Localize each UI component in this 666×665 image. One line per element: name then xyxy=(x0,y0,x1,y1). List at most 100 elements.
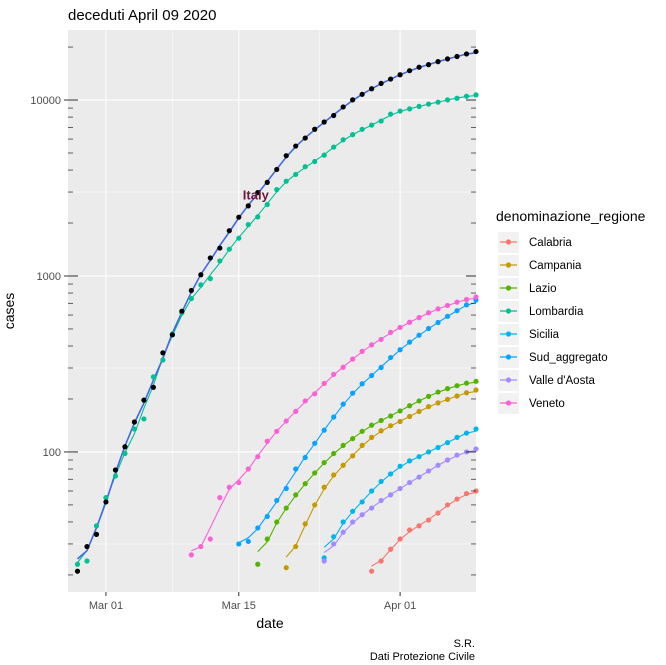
data-point xyxy=(406,403,413,409)
data-point xyxy=(435,400,441,406)
data-point xyxy=(425,101,432,107)
data-point xyxy=(274,187,280,193)
data-point xyxy=(444,502,451,508)
data-point xyxy=(264,438,270,444)
legend-label: Sicilia xyxy=(529,329,560,341)
data-point-italy xyxy=(397,72,403,78)
data-point xyxy=(397,485,403,492)
data-point xyxy=(245,466,251,472)
data-point-italy xyxy=(160,350,166,356)
data-point-italy xyxy=(293,143,299,149)
data-point xyxy=(406,458,413,464)
data-point-italy xyxy=(425,62,432,68)
data-point xyxy=(93,523,100,529)
data-point xyxy=(226,484,232,490)
data-point xyxy=(302,454,308,461)
data-point xyxy=(444,313,451,319)
data-point xyxy=(444,386,451,392)
data-point xyxy=(302,521,308,527)
data-point-italy xyxy=(321,119,327,125)
data-point xyxy=(255,214,261,220)
data-point xyxy=(245,222,251,228)
data-point xyxy=(473,446,479,452)
data-point xyxy=(84,558,90,564)
data-point xyxy=(302,398,308,404)
data-point xyxy=(435,510,441,516)
data-point xyxy=(340,462,346,468)
legend-title: denominazione_regione xyxy=(496,208,646,224)
data-point xyxy=(340,442,346,448)
data-point xyxy=(293,492,299,498)
data-point xyxy=(463,490,470,497)
data-point xyxy=(112,473,119,479)
data-point xyxy=(369,568,375,574)
caption-line-2: Dati Protezione Civile xyxy=(370,651,475,663)
data-point xyxy=(378,417,384,424)
data-point xyxy=(359,348,365,354)
data-point xyxy=(74,561,81,567)
data-point xyxy=(463,302,470,308)
data-point xyxy=(359,381,365,387)
data-point xyxy=(435,99,441,105)
data-point xyxy=(463,430,470,436)
data-point-italy xyxy=(264,179,270,185)
data-point xyxy=(444,457,451,463)
data-point xyxy=(454,496,460,502)
data-point xyxy=(236,235,242,241)
data-point xyxy=(274,428,280,434)
data-point xyxy=(274,497,280,504)
data-point xyxy=(369,422,375,428)
data-point-italy xyxy=(388,76,394,82)
data-point xyxy=(416,454,422,460)
legend-label: Veneto xyxy=(529,398,565,410)
data-point xyxy=(245,538,251,545)
data-point xyxy=(454,452,460,458)
data-point xyxy=(302,164,308,170)
data-point xyxy=(321,484,327,490)
data-point xyxy=(406,106,413,112)
data-point xyxy=(359,126,365,132)
data-point xyxy=(388,492,394,498)
data-point-italy xyxy=(150,384,156,390)
data-point xyxy=(473,92,479,98)
data-point-italy xyxy=(473,48,479,55)
data-point xyxy=(283,485,289,492)
data-point xyxy=(388,354,394,361)
data-point xyxy=(255,525,261,531)
legend-key-point xyxy=(505,377,512,383)
data-point xyxy=(425,325,432,332)
data-point xyxy=(435,389,441,395)
data-point xyxy=(416,474,422,480)
data-point xyxy=(350,519,356,525)
data-point xyxy=(255,561,261,567)
data-point xyxy=(198,543,204,550)
data-point xyxy=(331,371,337,377)
data-point xyxy=(293,543,299,550)
data-point xyxy=(416,398,422,404)
data-point xyxy=(406,339,413,345)
data-point xyxy=(274,519,280,525)
data-point xyxy=(444,302,451,309)
data-point xyxy=(207,536,213,542)
data-point xyxy=(397,108,403,114)
data-point xyxy=(397,463,403,469)
data-point xyxy=(454,95,460,101)
data-point xyxy=(378,118,384,124)
data-point-italy xyxy=(112,467,119,473)
data-point xyxy=(340,529,346,535)
x-tick-label: Apr 01 xyxy=(384,600,416,612)
data-point xyxy=(188,295,194,302)
legend-key-point xyxy=(505,239,512,245)
data-point xyxy=(397,408,403,414)
data-point xyxy=(397,324,403,331)
data-point-italy xyxy=(207,255,213,261)
legend-key-point xyxy=(505,285,512,291)
data-point-italy xyxy=(331,112,337,119)
data-point xyxy=(454,434,460,440)
data-point-italy xyxy=(255,189,261,196)
data-point xyxy=(388,423,394,429)
data-point xyxy=(131,426,138,432)
data-point-italy xyxy=(245,203,251,209)
data-point xyxy=(435,444,441,451)
data-point xyxy=(331,472,337,478)
